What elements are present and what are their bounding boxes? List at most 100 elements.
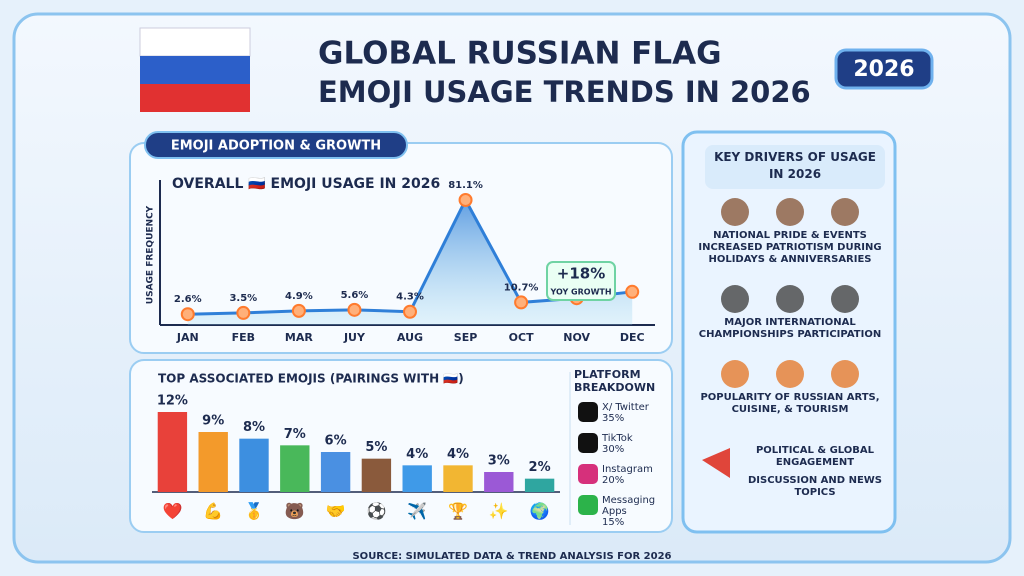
source: SOURCE: SIMULATED DATA & TREND ANALYSIS … — [352, 551, 671, 562]
x-tick-label: 🏆 — [448, 502, 468, 521]
platform-item: X/ Twitter 35% — [602, 402, 670, 424]
bar — [157, 412, 188, 492]
x-tick-label: AUG — [397, 331, 423, 344]
value-label: 4.3% — [396, 292, 424, 303]
driver-text: POLITICAL & GLOBAL ENGAGEMENT — [755, 445, 875, 468]
flag — [139, 27, 251, 112]
x-tick-label: JAN — [176, 331, 199, 344]
bar — [484, 472, 514, 492]
bar — [280, 445, 310, 492]
platform-icon — [578, 402, 598, 422]
x-tick-label: ✈️ — [407, 502, 427, 521]
platform-name: TikTok — [602, 433, 633, 444]
driver-icon — [721, 285, 749, 313]
annotation-text: YOY GROWTH — [549, 288, 611, 297]
value-label: 3% — [488, 454, 510, 469]
x-tick-label: FEB — [232, 331, 255, 344]
value-label: 3.5% — [229, 293, 257, 304]
badge-text: 2026 — [853, 57, 914, 82]
chart-title: OVERALL 🇷🇺 EMOJI USAGE IN 2026 — [172, 176, 440, 192]
driver-icon — [776, 285, 804, 313]
x-tick-label: 🌍 — [530, 502, 550, 521]
value-label: 5.6% — [341, 290, 369, 301]
platform-icon — [578, 433, 598, 453]
point — [347, 302, 362, 317]
bar — [524, 478, 555, 492]
section-label: EMOJI ADOPTION & GROWTH — [171, 139, 381, 154]
bar — [402, 465, 432, 492]
x-tick-label: JUY — [343, 331, 366, 344]
x-tick-label: ⚽ — [365, 502, 386, 521]
platform-title: PLATFORM BREAKDOWN — [574, 368, 656, 394]
annotation-value: +18% — [557, 265, 605, 283]
platform-name: Instagram — [602, 464, 653, 475]
platform-share: 20% — [602, 475, 625, 486]
driver-icon — [831, 285, 859, 313]
x-tick-label: 🐻 — [285, 502, 305, 521]
value-label: 7% — [284, 427, 306, 442]
value-label: 8% — [243, 420, 265, 435]
bar — [198, 432, 228, 492]
platform-icon — [578, 495, 598, 515]
point — [403, 304, 417, 319]
driver-text: MAJOR INTERNATIONAL CHAMPIONSHIPS PARTIC… — [698, 317, 882, 340]
driver-icon — [831, 360, 859, 388]
platform-icon — [578, 464, 598, 484]
platform-share: 15% — [602, 517, 625, 528]
x-tick-label: DEC — [620, 331, 645, 344]
driver-text: NATIONAL PRIDE & EVENTS INCREASED PATRIO… — [698, 230, 882, 265]
drivers-panel — [681, 130, 897, 534]
value-label: 81.1% — [448, 180, 483, 191]
driver-text: POPULARITY OF RUSSIAN ARTS, CUISINE, & T… — [700, 392, 880, 415]
section-pill — [144, 131, 408, 159]
x-tick-label: 💪 — [203, 502, 223, 521]
x-tick-label: ✨ — [489, 502, 509, 521]
value-label: 5% — [365, 440, 387, 455]
point — [236, 305, 251, 320]
platform-item: TikTok 30% — [602, 433, 670, 455]
value-label: 2.6% — [174, 294, 202, 305]
driver-subtext: DISCUSSION AND NEWS TOPICS — [747, 475, 883, 498]
value-label: 4% — [406, 447, 428, 462]
title-line1: GLOBAL RUSSIAN FLAG — [318, 36, 722, 72]
driver-icon — [702, 448, 730, 478]
annotation-box — [546, 261, 616, 301]
driver-icon — [721, 360, 749, 388]
value-label: 6% — [325, 434, 347, 449]
platform-name: Messaging Apps — [602, 495, 656, 517]
x-tick-label: 🤝 — [326, 502, 346, 521]
driver-icon — [831, 198, 859, 226]
point — [180, 307, 195, 322]
badge — [834, 48, 934, 90]
chart-title: TOP ASSOCIATED EMOJIS (PAIRINGS WITH 🇷🇺) — [158, 372, 464, 386]
title-line2: EMOJI USAGE TRENDS IN 2026 — [318, 75, 811, 109]
area — [187, 200, 633, 325]
drivers-title: KEY DRIVERS OF USAGE IN 2026 — [714, 150, 876, 181]
point — [625, 284, 640, 299]
value-label: 2% — [529, 460, 551, 475]
x-tick-label: 🥇 — [244, 502, 264, 521]
bar — [239, 438, 269, 492]
platform-name: X/ Twitter — [602, 402, 649, 413]
value-label: 9% — [202, 414, 224, 429]
x-tick-label: ❤️ — [162, 502, 182, 521]
value-label: 12% — [157, 394, 188, 409]
driver-icon — [721, 198, 749, 226]
driver-icon — [776, 198, 804, 226]
value-label: 4% — [447, 447, 469, 462]
drivers-title-bg — [705, 145, 885, 189]
x-tick-label: OCT — [509, 331, 534, 344]
bar — [361, 458, 392, 492]
platform-item: Messaging Apps 15% — [602, 495, 670, 528]
platform-share: 35% — [602, 413, 625, 424]
y-axis-label: USAGE FREQUENCY — [146, 205, 156, 304]
x-tick-label: NOV — [563, 331, 590, 344]
platform-item: Instagram 20% — [602, 464, 670, 486]
platform-share: 30% — [602, 444, 625, 455]
x-tick-label: MAR — [285, 331, 313, 344]
bar — [443, 465, 473, 492]
value-label: 10.7% — [504, 282, 539, 293]
value-label: 4.9% — [285, 291, 313, 302]
